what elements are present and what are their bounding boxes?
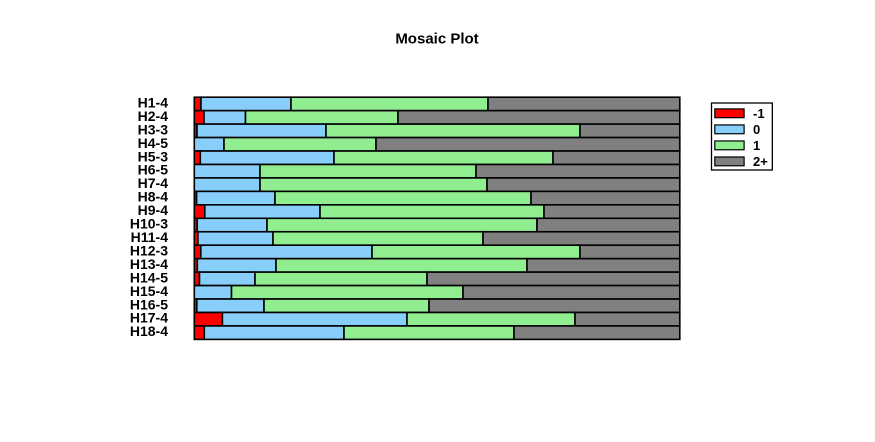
svg-text:H2-4: H2-4 (138, 108, 169, 124)
svg-text:H6-5: H6-5 (138, 162, 169, 178)
svg-text:H16-5: H16-5 (130, 296, 168, 312)
svg-text:H3-3: H3-3 (138, 121, 169, 137)
svg-text:H8-4: H8-4 (138, 189, 169, 205)
svg-text:H17-4: H17-4 (130, 310, 168, 326)
svg-text:H5-3: H5-3 (138, 148, 169, 164)
svg-text:H10-3: H10-3 (130, 216, 168, 232)
svg-text:1: 1 (753, 138, 760, 153)
svg-text:H7-4: H7-4 (138, 175, 169, 191)
svg-text:Mosaic Plot: Mosaic Plot (395, 30, 478, 47)
svg-text:H4-5: H4-5 (138, 135, 169, 151)
svg-text:H9-4: H9-4 (138, 202, 169, 218)
svg-text:H13-4: H13-4 (130, 256, 168, 272)
svg-text:2+: 2+ (753, 154, 768, 169)
svg-text:H1-4: H1-4 (138, 94, 169, 110)
svg-text:H12-3: H12-3 (130, 242, 168, 258)
svg-text:0: 0 (753, 122, 760, 137)
svg-text:H11-4: H11-4 (131, 229, 169, 245)
svg-text:H14-5: H14-5 (130, 269, 168, 285)
svg-text:H18-4: H18-4 (130, 323, 168, 339)
svg-text:H15-4: H15-4 (130, 283, 168, 299)
svg-text:-1: -1 (753, 106, 765, 121)
